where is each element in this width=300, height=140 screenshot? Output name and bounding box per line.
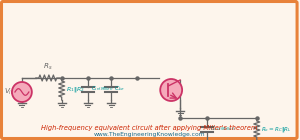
Text: $R_1 \| R_2$: $R_1 \| R_2$ bbox=[66, 85, 84, 94]
FancyBboxPatch shape bbox=[2, 2, 297, 138]
Text: $V_{in}$: $V_{in}$ bbox=[4, 87, 16, 97]
Circle shape bbox=[160, 79, 182, 101]
Text: www.TheEngineeringKnowledge.com: www.TheEngineeringKnowledge.com bbox=[94, 132, 205, 137]
Text: $C_{in(Miller)}$: $C_{in(Miller)}$ bbox=[91, 85, 114, 93]
Text: High-frequency equivalent circuit after applying Miller's theorem: High-frequency equivalent circuit after … bbox=[41, 125, 257, 131]
Circle shape bbox=[12, 82, 32, 102]
Text: $R_o = R_C \| R_L$: $R_o = R_C \| R_L$ bbox=[261, 124, 292, 134]
Text: $R_s$: $R_s$ bbox=[43, 62, 52, 72]
Text: $C_{out(Miller)}$: $C_{out(Miller)}$ bbox=[210, 125, 236, 133]
Text: $C_{be}$: $C_{be}$ bbox=[114, 85, 126, 94]
